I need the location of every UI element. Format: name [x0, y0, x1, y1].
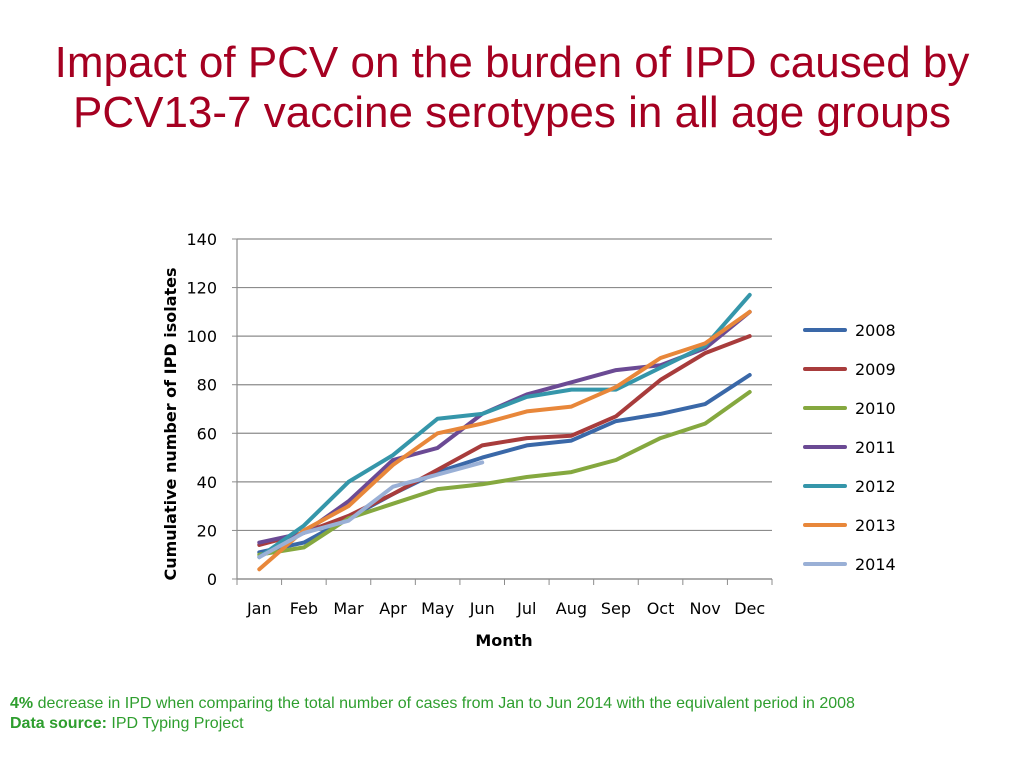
x-tick-label: Mar [333, 599, 364, 618]
series-line-2014 [257, 460, 485, 560]
legend-label-2011: 2011 [855, 438, 896, 457]
slide-title: Impact of PCV on the burden of IPD cause… [54, 38, 970, 137]
stat-line: 4% decrease in IPD when comparing the to… [10, 694, 1014, 714]
series-line-2013 [257, 309, 752, 572]
line-chart: 0 20 40 60 80 100 120 140 Jan Feb Mar Apr May Jun Jul A… [161, 230, 896, 650]
y-tick-label: 20 [197, 521, 217, 540]
footnote: 4% decrease in IPD when comparing the to… [10, 694, 1014, 734]
x-tick-label: Oct [647, 599, 675, 618]
legend: 2008 2009 2010 2011 2012 2013 2014 [803, 321, 896, 574]
x-axis-title: Month [475, 631, 532, 650]
x-tick-label: Sep [601, 599, 631, 618]
legend-label-2013: 2013 [855, 516, 896, 535]
source-line: Data source: IPD Typing Project [10, 714, 1014, 734]
x-tick-label: Jan [246, 599, 272, 618]
stat-text: decrease in IPD when comparing the total… [37, 695, 855, 712]
series-line-2011 [257, 309, 752, 545]
x-tick-label: Apr [379, 599, 407, 618]
legend-label-2012: 2012 [855, 477, 896, 496]
axes: 0 20 40 60 80 100 120 140 Jan Feb Mar Apr May Jun Jul A… [186, 230, 773, 618]
y-tick-label: 60 [197, 424, 217, 443]
stat-highlight: 4% [10, 695, 34, 712]
source-value: IPD Typing Project [111, 715, 244, 732]
y-tick-label: 0 [207, 570, 217, 589]
x-tick-label: May [421, 599, 454, 618]
x-tick-label: Dec [734, 599, 765, 618]
series-line-2009 [257, 334, 752, 547]
source-label: Data source: [10, 715, 107, 732]
y-tick-label: 40 [197, 473, 217, 492]
y-tick-label: 120 [186, 279, 217, 298]
x-tick-label: Jun [469, 599, 495, 618]
legend-label-2010: 2010 [855, 399, 896, 418]
y-tick-label: 100 [186, 327, 217, 346]
legend-label-2009: 2009 [855, 360, 896, 379]
y-tick-label: 80 [197, 376, 217, 395]
x-tick-label: Jul [516, 599, 536, 618]
x-tick-label: Feb [290, 599, 318, 618]
y-tick-label: 140 [186, 230, 217, 249]
y-axis-title: Cumulative number of IPD isolates [161, 267, 180, 580]
legend-label-2014: 2014 [855, 555, 896, 574]
x-tick-label: Nov [690, 599, 721, 618]
x-tick-label: Aug [556, 599, 587, 618]
legend-label-2008: 2008 [855, 321, 896, 340]
series-lines [257, 292, 752, 572]
series-line-2012 [257, 292, 752, 560]
